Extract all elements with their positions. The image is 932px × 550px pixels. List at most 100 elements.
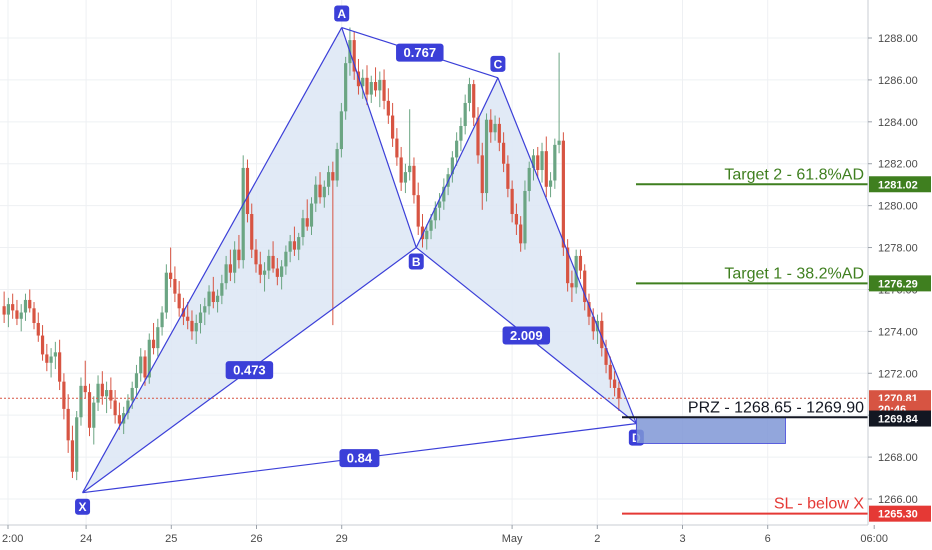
price-tag-text: 1265.30 bbox=[878, 509, 918, 521]
candle-body bbox=[442, 186, 446, 202]
candle-body bbox=[523, 190, 527, 244]
price-tag: 1269.84 bbox=[869, 410, 931, 427]
candle-body bbox=[382, 79, 386, 101]
candle-body bbox=[220, 283, 224, 296]
ratio-label: 0.767 bbox=[396, 43, 444, 62]
ratio-label-text: 0.767 bbox=[404, 45, 437, 60]
candle-body bbox=[233, 249, 237, 273]
candle-body bbox=[344, 63, 348, 112]
candle-body bbox=[49, 356, 53, 363]
candle-body bbox=[207, 291, 211, 307]
pattern-line-bc bbox=[415, 77, 499, 248]
point-badge-box bbox=[490, 55, 506, 72]
price-tag-box bbox=[869, 176, 931, 193]
time-axis-label: May bbox=[502, 533, 523, 545]
candle-body bbox=[433, 207, 437, 221]
pattern-line-cd bbox=[497, 77, 637, 424]
candle-body bbox=[553, 144, 557, 181]
point-badge-c: C bbox=[490, 55, 506, 72]
candle-body bbox=[437, 201, 442, 208]
candle-body bbox=[617, 387, 621, 399]
time-axis-label: 29 bbox=[336, 533, 348, 545]
candle-body bbox=[58, 352, 62, 382]
price-tag-text: 1276.29 bbox=[878, 278, 918, 290]
candle-body bbox=[297, 237, 301, 250]
time-axis-label: 3 bbox=[679, 533, 685, 545]
candle-body bbox=[578, 255, 583, 271]
ratio-label-text: 2.009 bbox=[510, 328, 543, 343]
candle-body bbox=[425, 230, 429, 240]
candle-body bbox=[412, 165, 416, 196]
price-axis-label: 1274.00 bbox=[878, 326, 918, 338]
price-axis-background bbox=[868, 0, 932, 550]
candle-body bbox=[369, 82, 373, 95]
candle-body bbox=[378, 79, 382, 91]
point-badge-box bbox=[334, 5, 350, 22]
candle-body bbox=[561, 140, 565, 248]
candle-body bbox=[455, 140, 459, 158]
candle-body bbox=[288, 241, 292, 252]
candle-body bbox=[190, 320, 194, 332]
candle-body bbox=[147, 339, 151, 378]
candle-body bbox=[254, 249, 258, 265]
pattern-triangle-xab bbox=[82, 27, 417, 493]
candle-body bbox=[314, 184, 318, 204]
candle-body bbox=[215, 295, 220, 303]
candle-body bbox=[305, 218, 309, 227]
candle-body bbox=[267, 255, 271, 271]
ratio-label-box bbox=[225, 361, 274, 380]
time-axis-background bbox=[0, 525, 932, 550]
point-badge-x: X bbox=[75, 498, 91, 515]
pattern-triangle-bcd bbox=[416, 77, 637, 424]
point-badge-label: X bbox=[79, 500, 87, 514]
candle-body bbox=[544, 151, 548, 187]
point-badge-label: C bbox=[494, 57, 503, 71]
candle-body bbox=[23, 299, 28, 313]
candle-body bbox=[506, 163, 510, 189]
candle-body bbox=[160, 312, 164, 328]
candle-body bbox=[531, 155, 536, 168]
candle-body bbox=[92, 402, 96, 428]
candle-body bbox=[83, 385, 87, 393]
candle-body bbox=[574, 255, 578, 288]
ratio-label-box bbox=[339, 449, 380, 468]
point-badge-label: B bbox=[412, 255, 421, 269]
candle-body bbox=[497, 123, 501, 143]
candle-body bbox=[45, 354, 49, 363]
candle-body bbox=[600, 320, 604, 349]
candle-body bbox=[540, 151, 544, 171]
candle-body bbox=[237, 249, 241, 261]
price-tag-box bbox=[869, 505, 931, 522]
price-tag-box bbox=[869, 410, 931, 427]
candle-body bbox=[326, 172, 331, 187]
candle-body bbox=[36, 322, 40, 336]
time-axis-label: 25 bbox=[165, 533, 177, 545]
candle-body bbox=[450, 157, 454, 175]
candle-body bbox=[156, 327, 160, 349]
candle-body bbox=[198, 312, 203, 323]
candle-body bbox=[275, 268, 279, 277]
price-axis-label: 1268.00 bbox=[878, 452, 918, 464]
candle-body bbox=[130, 387, 134, 401]
candle-body bbox=[608, 364, 612, 380]
candle-body bbox=[356, 71, 361, 87]
pattern-line-xa bbox=[82, 27, 343, 494]
candle-body bbox=[484, 119, 489, 194]
time-axis-label: 06:00 bbox=[860, 533, 888, 545]
candle-body bbox=[66, 408, 70, 441]
candle-body bbox=[467, 84, 472, 103]
candle-body bbox=[570, 283, 574, 288]
candle-body bbox=[126, 400, 130, 414]
candle-body bbox=[241, 167, 245, 261]
candle-body bbox=[557, 140, 561, 145]
candle-body bbox=[386, 100, 390, 116]
candles bbox=[2, 27, 621, 481]
price-tag: 1281.02 bbox=[869, 176, 931, 193]
candle-body bbox=[109, 390, 113, 401]
time-axis-label: 26 bbox=[250, 533, 262, 545]
candle-body bbox=[28, 299, 32, 309]
candle-body bbox=[151, 339, 156, 349]
candle-body bbox=[100, 383, 104, 397]
candle-body bbox=[459, 126, 463, 141]
candle-body bbox=[53, 352, 57, 357]
